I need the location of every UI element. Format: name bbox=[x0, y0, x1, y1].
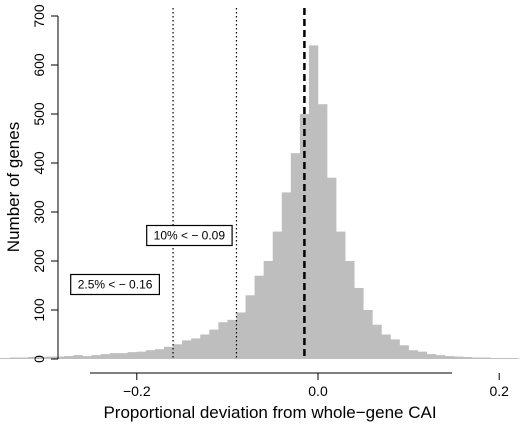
histogram-bar bbox=[200, 334, 210, 359]
histogram-bar bbox=[327, 177, 337, 359]
y-tick-label: 700 bbox=[31, 4, 47, 28]
histogram-bar bbox=[318, 104, 328, 359]
histogram-bar bbox=[227, 319, 237, 359]
annotation-label: 2.5% < − 0.16 bbox=[70, 273, 160, 296]
histogram-bar bbox=[154, 349, 165, 359]
annotation-box bbox=[70, 273, 160, 296]
histogram-bar bbox=[308, 45, 319, 360]
histogram-bar bbox=[417, 351, 428, 359]
histogram-bar bbox=[91, 355, 101, 359]
histogram-bar bbox=[9, 357, 20, 359]
histogram-bar bbox=[118, 353, 129, 359]
histogram-bar bbox=[508, 358, 518, 359]
histogram-bar bbox=[82, 356, 92, 359]
y-tick-label: 400 bbox=[31, 151, 47, 175]
y-tick-label: 200 bbox=[31, 249, 47, 273]
histogram-bar bbox=[236, 312, 246, 359]
y-tick-label: 500 bbox=[31, 102, 47, 126]
histogram-bar bbox=[145, 350, 156, 359]
histogram-bar bbox=[290, 153, 301, 359]
histogram-bar bbox=[0, 358, 11, 359]
histogram-bar bbox=[100, 354, 110, 359]
y-ticks-group: 0 100 200 300 400 500 600 700 bbox=[31, 4, 58, 363]
annotation-box bbox=[146, 224, 233, 247]
histogram-bar bbox=[272, 231, 283, 359]
histogram-bar bbox=[55, 356, 65, 359]
histogram-bar bbox=[136, 351, 147, 359]
histogram-bar bbox=[472, 357, 482, 359]
histogram-bar bbox=[64, 356, 74, 359]
histogram-bar bbox=[453, 356, 464, 359]
histogram-bar bbox=[0, 358, 2, 359]
x-tick-label: 0.2 bbox=[489, 383, 509, 399]
histogram-bar bbox=[462, 357, 473, 359]
x-ticks-group: −0.4−0.20.00.2 bbox=[123, 373, 509, 399]
x-axis-title: Proportional deviation from whole−gene C… bbox=[103, 403, 436, 422]
histogram-bar bbox=[127, 352, 138, 359]
histogram-bar bbox=[173, 344, 183, 359]
histogram-bar bbox=[426, 354, 437, 359]
histogram-bar bbox=[28, 357, 38, 359]
annotations-group: 10% < − 0.09 2.5% < − 0.16 bbox=[70, 224, 233, 296]
bars-group bbox=[0, 45, 520, 360]
histogram-bar bbox=[245, 295, 255, 359]
histogram-bar bbox=[363, 310, 373, 359]
y-tick-label: 100 bbox=[31, 298, 47, 322]
histogram-bar bbox=[281, 192, 292, 359]
histogram-bar bbox=[46, 356, 56, 359]
histogram-bar bbox=[37, 357, 47, 359]
reference-lines-group bbox=[172, 8, 306, 359]
histogram-bar bbox=[381, 334, 391, 359]
histogram-bar bbox=[209, 329, 219, 359]
histogram-bar bbox=[336, 231, 346, 359]
histogram-bar bbox=[354, 287, 364, 359]
histogram-bar bbox=[399, 345, 409, 359]
histogram-bar bbox=[499, 358, 509, 359]
y-tick-label: 0 bbox=[31, 355, 47, 363]
histogram-bar bbox=[408, 350, 418, 359]
x-tick-label: 0.0 bbox=[308, 383, 328, 399]
histogram-bar bbox=[191, 338, 201, 359]
histogram-bar bbox=[263, 261, 273, 359]
histogram-bar bbox=[444, 356, 455, 359]
histogram-bar bbox=[182, 340, 192, 359]
histogram-bar bbox=[109, 353, 119, 359]
histogram-bar bbox=[490, 358, 500, 359]
annotation-text: 2.5% < − 0.16 bbox=[78, 278, 153, 292]
annotation-text: 10% < − 0.09 bbox=[154, 229, 226, 243]
annotation-label: 10% < − 0.09 bbox=[146, 224, 233, 247]
histogram-bar bbox=[163, 346, 174, 359]
histogram-bar bbox=[218, 322, 228, 359]
histogram-bar bbox=[372, 324, 382, 359]
y-tick-label: 300 bbox=[31, 200, 47, 224]
histogram-bar bbox=[345, 261, 355, 359]
y-tick-label: 600 bbox=[31, 53, 47, 77]
histogram-bar bbox=[299, 114, 310, 359]
axes-group bbox=[57, 16, 452, 374]
histogram-bar bbox=[73, 355, 83, 359]
y-axis-title: Number of genes bbox=[4, 122, 23, 252]
x-tick-label: −0.2 bbox=[123, 383, 151, 399]
histogram-bar bbox=[254, 275, 264, 359]
histogram-bar bbox=[481, 357, 491, 359]
histogram-bar bbox=[19, 357, 29, 359]
histogram-bar bbox=[435, 355, 446, 359]
histogram-bar bbox=[390, 339, 400, 359]
